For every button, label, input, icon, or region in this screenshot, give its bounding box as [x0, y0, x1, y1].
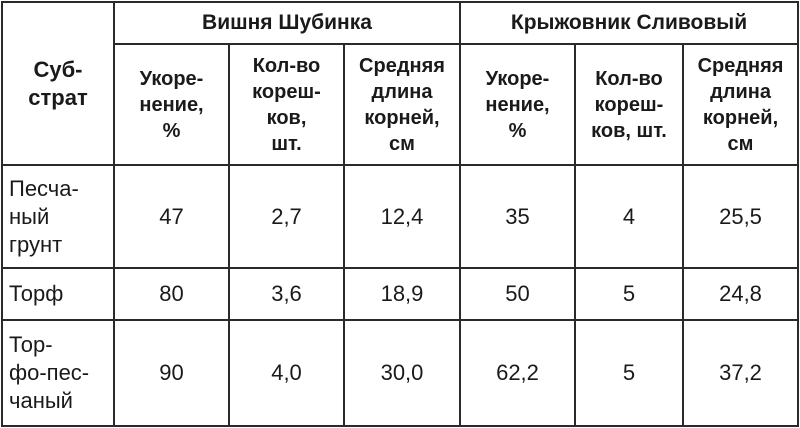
table-cell: 35 — [459, 164, 576, 269]
table-cell: 50 — [459, 267, 576, 321]
table-cell: 25,5 — [681, 164, 800, 269]
table-row-peat: Торф 80 3,6 18,9 50 5 24,8 — [1, 267, 800, 321]
table-cell: 4 — [574, 164, 684, 269]
row-label: Торф — [1, 267, 115, 321]
table-cell: 47 — [113, 164, 230, 269]
table-cell: 5 — [574, 319, 684, 427]
table-cell: 5 — [574, 267, 684, 321]
table-cell: 30,0 — [343, 319, 461, 427]
col-header-root-count-cherry: Кол-во кореш- ков, шт. — [228, 43, 345, 166]
group-header-gooseberry: Крыжовник Сливовый — [458, 1, 800, 45]
table-cell: 2,7 — [228, 164, 345, 269]
table-cell: 62,2 — [459, 319, 576, 427]
table-cell: 80 — [113, 267, 230, 321]
col-header-rooting-gooseberry: Укоре- нение, % — [459, 43, 576, 166]
table-cell: 4,0 — [228, 319, 345, 427]
table-cell: 37,2 — [681, 319, 800, 427]
table-cell: 24,8 — [681, 267, 800, 321]
row-label: Тор- фо-пес- чаный — [1, 319, 115, 427]
table-cell: 3,6 — [228, 267, 345, 321]
group-header-cherry: Вишня Шубинка — [113, 1, 461, 45]
col-header-root-length-gooseberry: Средняя длина корней, см — [681, 43, 800, 166]
table-row-peat-sand: Тор- фо-пес- чаный 90 4,0 30,0 62,2 5 37… — [1, 319, 800, 427]
table-cell: 90 — [113, 319, 230, 427]
table-cell: 12,4 — [343, 164, 461, 269]
substrate-header: Суб- страт — [1, 1, 115, 166]
row-label: Песча- ный грунт — [1, 164, 115, 269]
table-cell: 18,9 — [343, 267, 461, 321]
col-header-root-count-gooseberry: Кол-во кореш- ков, шт. — [574, 43, 684, 166]
table-row-sand: Песча- ный грунт 47 2,7 12,4 35 4 25,5 — [1, 164, 800, 269]
col-header-root-length-cherry: Средняя длина корней, см — [343, 43, 461, 166]
col-header-rooting-cherry: Укоре- нение, % — [113, 43, 230, 166]
